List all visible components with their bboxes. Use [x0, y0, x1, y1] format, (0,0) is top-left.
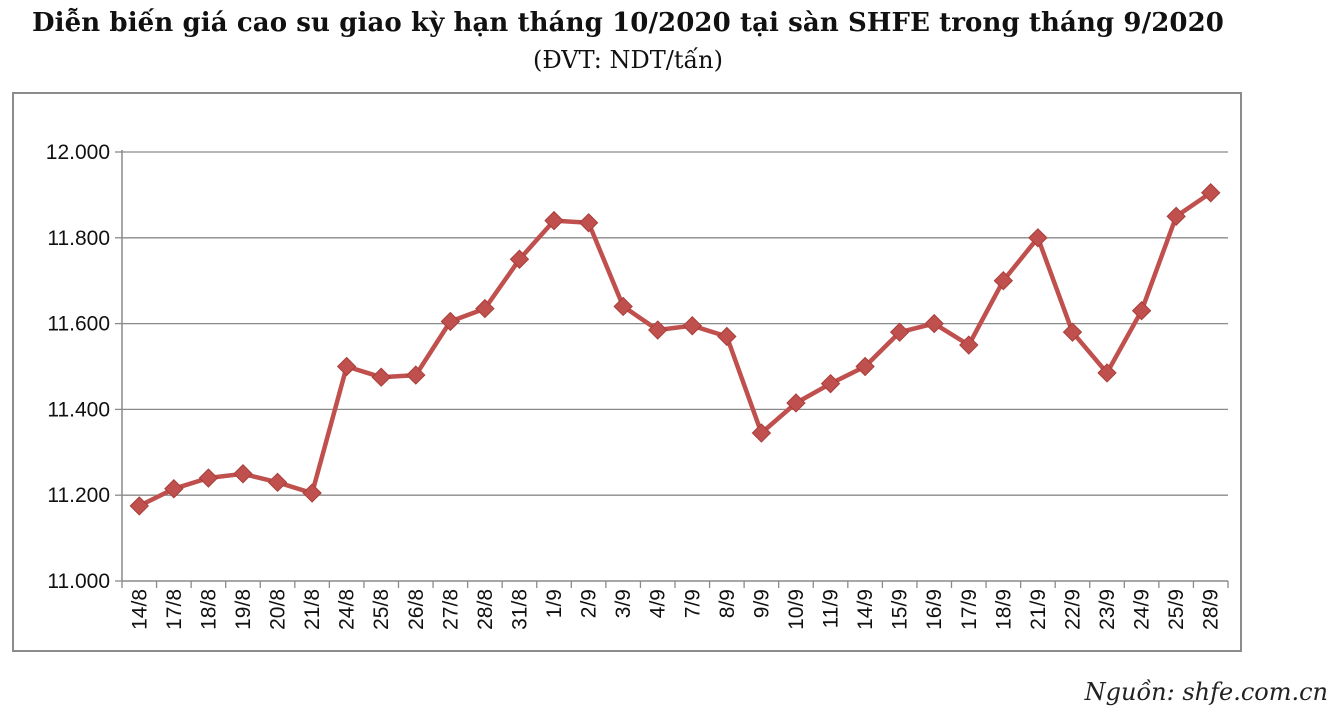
data-point-marker [198, 468, 219, 488]
chart-title: Diễn biến giá cao su giao kỳ hạn tháng 1… [32, 8, 1224, 38]
chart-subtitle: (ĐVT: NDT/tấn) [532, 46, 724, 74]
data-point-marker [371, 367, 391, 387]
data-point-marker [993, 270, 1014, 291]
data-point-marker [1062, 322, 1083, 342]
y-tick-label: 12.000 [46, 141, 110, 164]
x-tick-label: 14/8 [128, 589, 151, 630]
y-tick-labels: 11.000 11.200 11.400 11.600 11.800 12.000 [46, 141, 110, 593]
data-point-marker [336, 356, 357, 377]
x-tick-label: 24/9 [1131, 589, 1154, 630]
x-tick-label: 17/8 [163, 589, 186, 630]
x-tick-label: 9/9 [750, 589, 773, 618]
x-tick-label: 26/8 [405, 589, 428, 630]
x-tick-label: 3/9 [612, 589, 635, 618]
x-tick-label: 31/8 [508, 589, 531, 630]
x-tick-label: 18/8 [197, 589, 220, 630]
data-point-marker [1201, 183, 1221, 203]
data-point-marker [786, 393, 806, 413]
y-tick-label: 11.000 [47, 570, 110, 593]
data-point-marker [751, 423, 772, 443]
data-point-marker [164, 479, 184, 499]
data-point-marker [578, 213, 599, 233]
data-point-marker [1097, 363, 1117, 383]
x-tick-label: 11/9 [820, 589, 843, 628]
data-point-marker [648, 320, 668, 340]
x-tick-label: 25/8 [370, 589, 393, 630]
x-tick-label: 7/9 [681, 589, 704, 618]
data-point-marker [440, 311, 461, 332]
price-series [129, 183, 1221, 516]
x-tick-label: 20/8 [267, 589, 290, 630]
y-tick-label: 11.200 [47, 484, 110, 507]
chart-frame [12, 92, 1242, 652]
x-tick-label: 10/9 [785, 589, 808, 630]
x-tick-label: 22/9 [1061, 589, 1084, 630]
x-tick-label: 28/8 [474, 589, 497, 630]
data-point-marker [820, 373, 841, 394]
gridlines [122, 151, 1228, 496]
x-tick-label: 21/8 [301, 589, 324, 630]
x-tick-label: 17/9 [958, 589, 981, 630]
data-point-marker [509, 249, 530, 269]
x-tick-label: 2/9 [578, 589, 601, 618]
y-tick-label: 11.600 [47, 313, 110, 336]
data-point-marker [267, 472, 288, 493]
data-point-marker [959, 335, 979, 355]
data-point-marker [613, 296, 633, 317]
data-point-marker [717, 326, 737, 347]
source-note: Nguồn: shfe.com.cn [1084, 678, 1328, 706]
x-tick-label: 15/9 [889, 589, 912, 630]
data-point-marker [855, 356, 875, 377]
x-tick-label: 23/9 [1096, 589, 1119, 630]
data-point-marker [1166, 206, 1186, 227]
data-point-marker [889, 322, 910, 342]
x-tick-label: 27/8 [439, 589, 462, 630]
data-point-marker [544, 210, 564, 231]
x-tick-label: 14/9 [854, 589, 877, 630]
y-tick-label: 11.400 [47, 398, 110, 421]
x-tick-label: 1/9 [543, 589, 566, 618]
x-tick-label: 21/9 [1027, 589, 1050, 630]
x-tick-label: 24/8 [336, 589, 359, 630]
y-tick-label: 11.800 [47, 227, 110, 250]
x-tick-label: 4/9 [647, 589, 670, 618]
x-tick-label: 28/9 [1200, 589, 1223, 630]
x-tick-labels: 14/8 17/8 18/8 19/8 20/8 21/8 24/8 25/8 26/8 27/8… [128, 589, 1222, 630]
data-point-marker [1028, 228, 1048, 248]
data-point-marker [406, 365, 426, 385]
x-tick-label: 8/9 [716, 589, 739, 618]
data-point-marker [233, 464, 253, 484]
data-point-marker [129, 496, 149, 516]
series-line [138, 190, 1212, 508]
data-point-marker [475, 298, 495, 319]
data-point-marker [924, 313, 944, 334]
x-tick-label: 16/9 [923, 589, 946, 630]
x-tick-label: 25/9 [1165, 589, 1188, 630]
x-tick-label: 18/9 [992, 589, 1015, 630]
data-point-marker [302, 483, 322, 503]
axes [115, 150, 1229, 588]
data-point-marker [1131, 301, 1152, 321]
data-point-marker [682, 316, 702, 336]
x-tick-label: 19/8 [232, 589, 255, 630]
